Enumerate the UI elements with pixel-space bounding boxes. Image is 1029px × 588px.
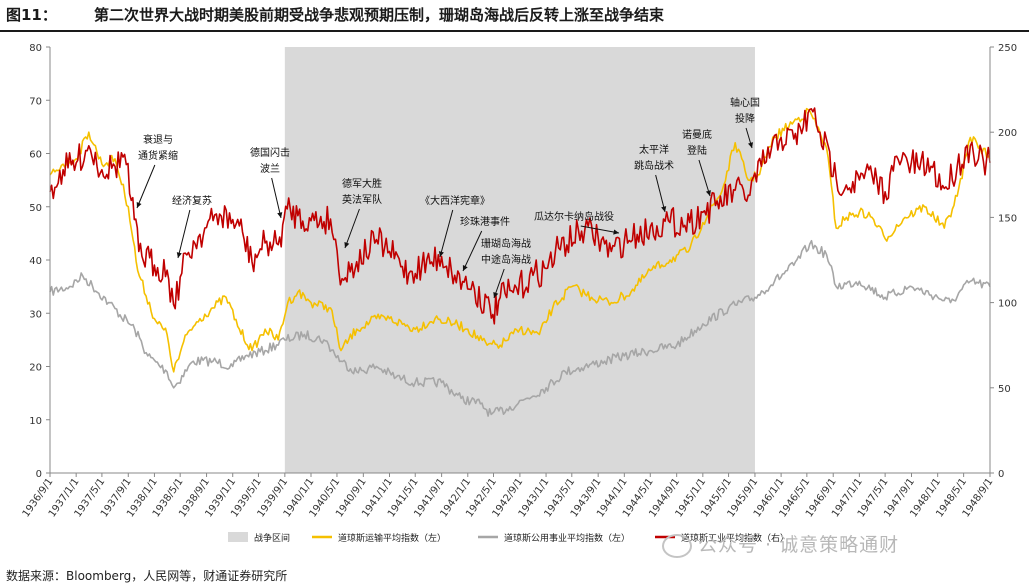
left-tick-label: 20	[29, 363, 42, 374]
annotation-arrow-line	[439, 209, 454, 258]
left-tick-label: 80	[29, 43, 42, 54]
annotation-arrow-head	[176, 252, 182, 258]
annotation-label: 德军大胜	[342, 177, 382, 190]
annotation-label: 轴心国	[730, 96, 760, 109]
annotation-label: 通货紧缩	[138, 149, 178, 162]
annotation-arrow-head	[438, 251, 444, 257]
annotation-label: 波兰	[260, 162, 280, 175]
figure-number: 图11：	[6, 6, 57, 24]
chart-area: 010203040506070800501001502002501936/9/1…	[21, 43, 1017, 544]
legend-swatch-war	[228, 532, 248, 542]
series-line-2	[49, 107, 991, 325]
left-tick-label: 50	[29, 203, 42, 214]
annotation-arrow-line	[698, 159, 711, 197]
annotation-arrow-head	[661, 206, 667, 212]
figure-title: 图11： 第二次世界大战时期美股前期受战争悲观预期压制，珊瑚岛海战后反转上涨至战争…	[6, 4, 664, 25]
legend-label: 道琼斯公用事业平均指数（左）	[504, 532, 630, 544]
annotation-label: 珊瑚岛海战	[481, 237, 531, 250]
legend-label: 战争区间	[254, 532, 290, 544]
left-tick-label: 40	[29, 256, 42, 267]
annotation-label: 瓜达尔卡纳岛战役	[534, 210, 614, 223]
annotation-arrow-head	[136, 202, 142, 208]
annotation-label: 登陆	[687, 144, 707, 157]
annotation-label: 中途岛海战	[481, 253, 531, 266]
right-tick-label: 250	[998, 43, 1017, 54]
annotation-arrow-head	[613, 229, 619, 235]
annotation-label: 诺曼底	[682, 128, 712, 141]
annotation-arrow-line	[655, 174, 666, 213]
left-tick-label: 60	[29, 150, 42, 161]
annotation-arrow-line	[344, 208, 360, 249]
left-tick-label: 30	[29, 309, 42, 320]
annotation-arrow-head	[344, 242, 350, 248]
series-line-1	[49, 239, 991, 417]
annotation-arrow-head	[462, 265, 468, 271]
right-tick-label: 150	[998, 213, 1017, 224]
wechat-logo-icon	[662, 533, 692, 558]
annotation-label: 跳岛战术	[634, 159, 674, 172]
right-tick-label: 100	[998, 299, 1017, 310]
legend-label: 道琼斯工业平均指数（右）	[681, 532, 789, 544]
annotation-arrow-head	[493, 292, 499, 298]
annotation-label: 衰退与	[143, 133, 173, 146]
watermark-text: 公众号 · 诚意策略通财	[698, 534, 900, 556]
annotation-label: 珍珠港事件	[460, 215, 510, 228]
annotation-arrow-line	[580, 225, 620, 234]
right-tick-label: 0	[998, 469, 1004, 480]
source-note: 数据来源：Bloomberg，人民网等，财通证券研究所	[6, 569, 288, 583]
right-tick-label: 50	[998, 384, 1011, 395]
title-divider	[0, 30, 1029, 32]
annotation-arrow-head	[277, 212, 283, 218]
watermark: 公众号 · 诚意策略通财	[662, 530, 899, 558]
annotation-label: 投降	[735, 112, 755, 125]
annotation-label: 英法军队	[342, 193, 382, 206]
annotation-arrow-head	[748, 142, 753, 148]
left-tick-label: 0	[36, 469, 42, 480]
right-tick-label: 200	[998, 128, 1017, 139]
series-line-0	[49, 107, 991, 373]
annotation-arrow-head	[705, 190, 711, 196]
annotation-arrow-line	[177, 209, 191, 259]
annotation-arrow-line	[136, 164, 156, 209]
annotation-label: 经济复苏	[172, 194, 212, 207]
annotation-arrow-line	[462, 230, 483, 272]
left-tick-label: 70	[29, 96, 42, 107]
annotation-label: 太平洋	[639, 143, 669, 156]
annotation-arrow-line	[271, 177, 282, 219]
left-tick-label: 10	[29, 416, 42, 427]
annotation-label: 《大西洋宪章》	[420, 194, 490, 207]
figure-title-text: 第二次世界大战时期美股前期受战争悲观预期压制，珊瑚岛海战后反转上涨至战争结束	[94, 6, 665, 24]
annotation-label: 德国闪击	[250, 146, 290, 159]
legend-label: 道琼斯运输平均指数（左）	[338, 532, 446, 544]
